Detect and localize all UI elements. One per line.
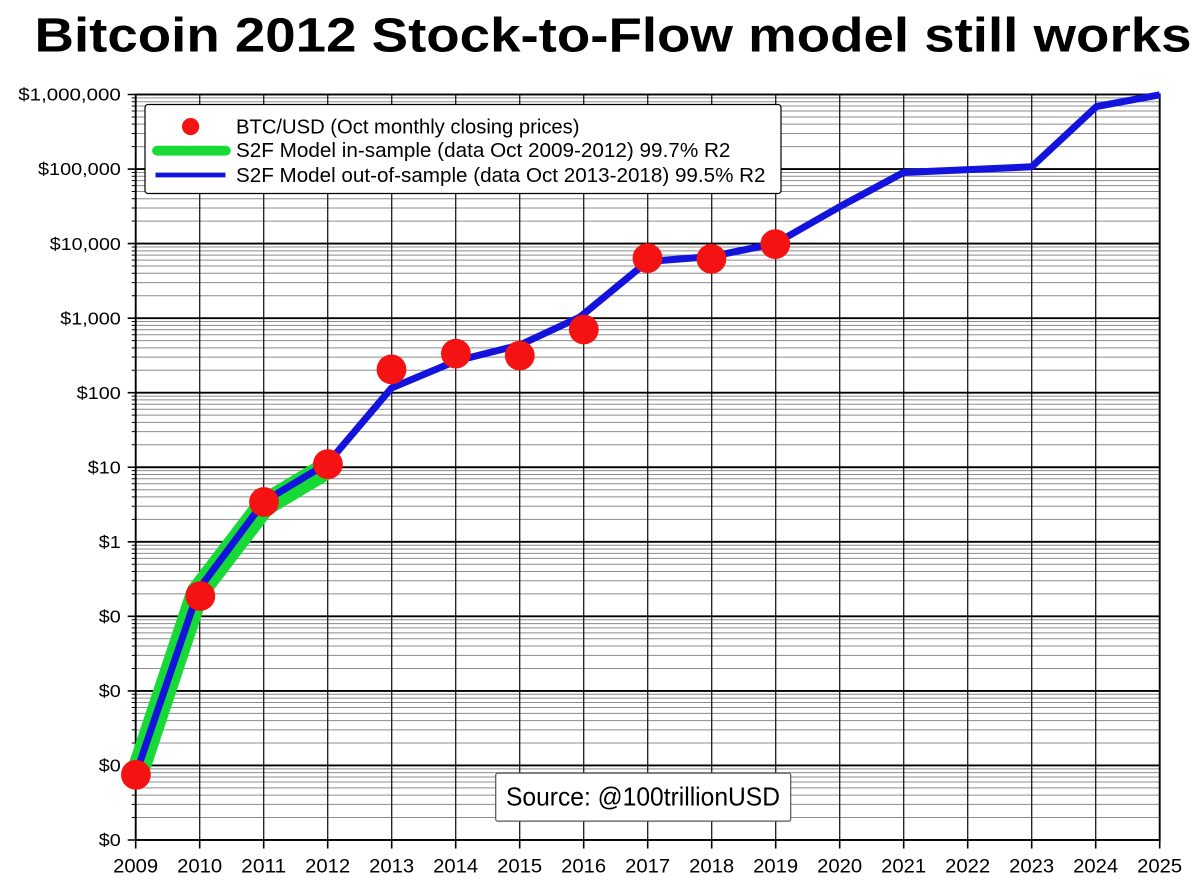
svg-text:$100: $100: [77, 383, 121, 403]
svg-text:S2F Model in-sample (data Oct: S2F Model in-sample (data Oct 2009-2012)…: [236, 140, 730, 162]
svg-text:$1,000,000: $1,000,000: [18, 85, 121, 105]
svg-text:$10,000: $10,000: [50, 234, 121, 254]
svg-text:2009: 2009: [113, 857, 158, 878]
svg-text:Bitcoin 2012 Stock-to-Flow mod: Bitcoin 2012 Stock-to-Flow model still w…: [35, 9, 1192, 63]
svg-text:BTC/USD (Oct monthly closing p: BTC/USD (Oct monthly closing prices): [236, 116, 580, 138]
svg-text:2021: 2021: [881, 857, 926, 878]
svg-text:$0: $0: [99, 607, 121, 627]
svg-text:2010: 2010: [177, 857, 222, 878]
svg-text:2015: 2015: [497, 857, 542, 878]
svg-text:2016: 2016: [561, 857, 606, 878]
svg-text:S2F Model out-of-sample (data: S2F Model out-of-sample (data Oct 2013-2…: [236, 165, 766, 187]
svg-text:2012: 2012: [305, 857, 350, 878]
svg-text:2014: 2014: [433, 857, 478, 878]
svg-text:2025: 2025: [1137, 857, 1182, 878]
svg-text:$0: $0: [99, 830, 121, 850]
svg-text:$1,000: $1,000: [60, 308, 121, 328]
svg-text:2018: 2018: [689, 857, 734, 878]
svg-text:2017: 2017: [625, 857, 670, 878]
svg-text:2020: 2020: [817, 857, 862, 878]
svg-text:2022: 2022: [945, 857, 990, 878]
svg-text:2019: 2019: [753, 857, 798, 878]
svg-text:$100,000: $100,000: [38, 159, 121, 179]
svg-text:$0: $0: [99, 681, 121, 701]
svg-text:2011: 2011: [241, 857, 286, 878]
svg-text:Source: @100trillionUSD: Source: @100trillionUSD: [506, 782, 780, 812]
svg-text:$10: $10: [88, 457, 121, 477]
svg-text:$1: $1: [99, 532, 121, 552]
svg-text:$0: $0: [99, 756, 121, 776]
svg-text:2023: 2023: [1009, 857, 1054, 878]
svg-text:2024: 2024: [1073, 857, 1118, 878]
svg-text:2013: 2013: [369, 857, 414, 878]
